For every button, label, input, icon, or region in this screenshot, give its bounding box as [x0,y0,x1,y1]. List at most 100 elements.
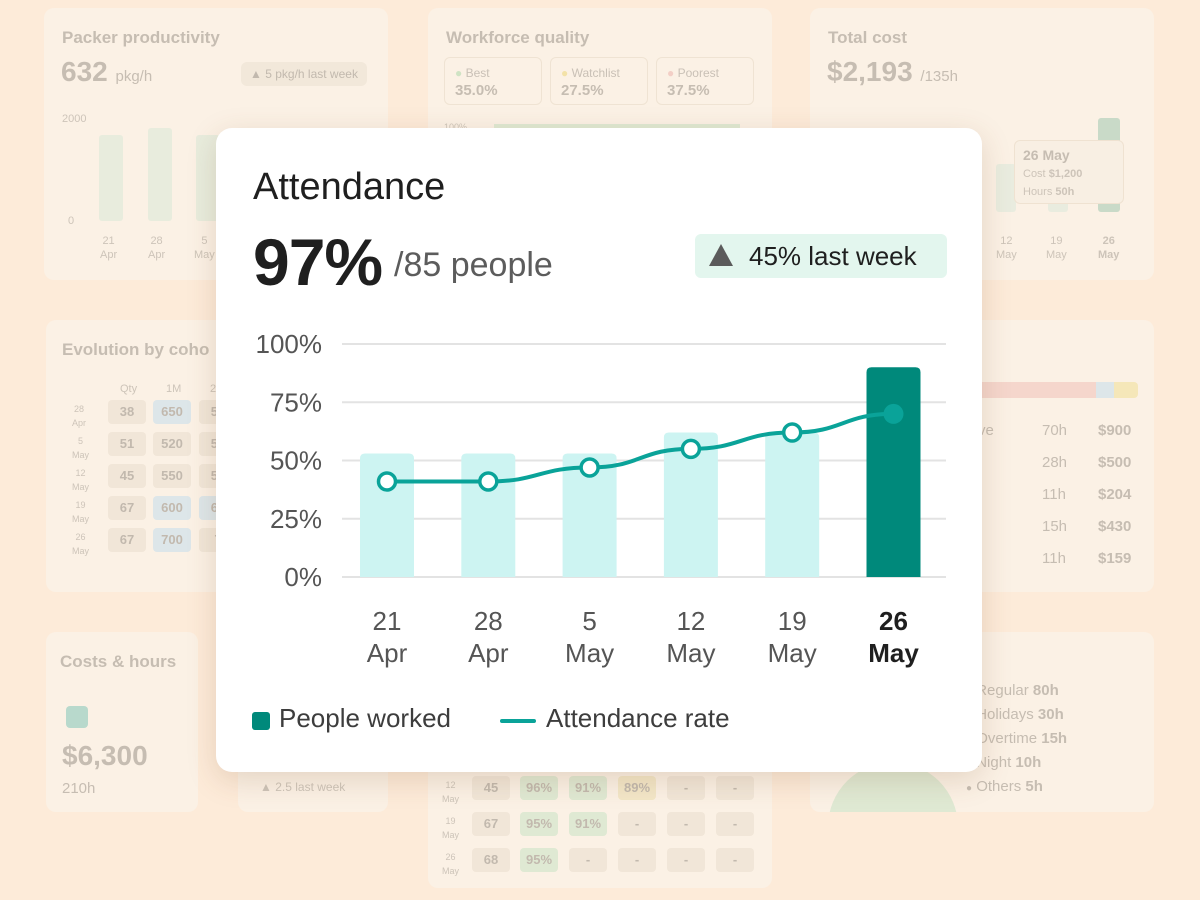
packer-badge: ▲ 5 pkg/h last week [241,62,367,86]
retention-qty-cell: 67 [472,812,510,836]
bar [866,367,921,577]
retention-table-card[interactable]: 12 May 45 96% 91% 89% - -19 May 67 95% 91% - - -26 Ma… [428,760,772,888]
retention-cell: - [667,776,705,800]
breakdown-hours: 11h [1042,550,1066,567]
x-tick-label: 26 [879,606,908,636]
breakdown-cost: $430 [1098,518,1132,535]
x-tick: 28 Apr [148,235,166,261]
attendance-chart: 100%75%50%25%0%21Apr28Apr5May12May19May2… [256,329,946,668]
retention-cell: 89% [618,776,656,800]
row-date: 19 May [442,816,460,840]
retention-badge: ▲ 2.5 last week [260,780,346,794]
trend-badge: 45% last week [695,234,947,278]
cohort-qty-cell: 51 [108,432,146,456]
hours-split-item: ● Others 5h [966,778,1043,795]
retention-cell: - [569,848,607,872]
bar [360,453,414,577]
hours-split-item: ● Overtime 15h [966,730,1068,747]
breakdown-hours: 70h [1042,422,1068,439]
x-tick-label: May [868,638,919,668]
total-cost-card[interactable]: Total cost $2,193 /135h 26 May Cost $1,2… [810,8,1154,280]
attendance-modal[interactable]: Attendance 97% /85 people 45% last week … [216,128,982,772]
y-tick-label: 0% [284,562,322,592]
col-header: Qty [120,383,138,395]
bar [663,432,718,577]
col-header: 1M [166,383,182,395]
retention-cell: 96% [520,776,558,800]
costs-hours-card[interactable]: Costs & hours $6,300 210h [46,632,198,812]
x-tick: 19 May [1046,235,1067,261]
row-date: 12 May [442,780,460,804]
line-point [376,471,398,492]
cohort-qty-cell: 67 [108,496,146,520]
line-point [579,457,600,478]
line-point [680,438,702,460]
attendance-value: 97% [253,225,383,299]
x-tick-label: 5 [582,606,596,636]
packer-value: 632 pkg/h [61,56,153,87]
line-point [883,403,904,424]
costs-hours: 210h [62,780,96,797]
bar [461,453,516,577]
cohort-cell: 700 [153,528,191,552]
attendance-line [385,411,896,484]
legend-people-worked[interactable]: People worked [279,703,451,733]
x-tick-label: May [768,638,817,668]
retention-qty-cell: 68 [472,848,510,872]
line-point [478,471,499,492]
breakdown-cost: $204 [1098,486,1132,503]
wallet-icon [66,706,88,728]
legend-attendance-rate[interactable]: Attendance rate [546,703,730,733]
workforce-quality-card[interactable]: Workforce quality ● Best 35.0% ● Watchli… [428,8,772,138]
retention-cell: - [618,812,656,836]
x-tick-label: May [565,638,614,668]
bar [562,453,617,577]
x-tick-label: May [666,638,715,668]
axis-label: 100% [444,122,468,132]
retention-qty-cell: 45 [472,776,510,800]
x-tick: 21 Apr [100,235,118,261]
card-title: Evolution by coho [62,340,210,359]
x-tick-label: 12 [676,606,705,636]
breakdown-hours: 15h [1042,518,1068,535]
x-tick: 12 May [996,235,1017,261]
row-date: 19 May [72,500,90,524]
retention-cell: - [716,776,754,800]
card-title: Packer productivity [62,28,220,47]
y-tick: 0 [68,215,75,227]
breakdown-hours: 11h [1042,486,1066,503]
attendance-title: Attendance [253,166,446,208]
retention-cell: 91% [569,776,607,800]
trend-badge-text: 45% last week [749,241,917,271]
breakdown-hours: 28h [1042,454,1068,471]
triangle-up-icon [709,244,733,266]
cohort-cell: 550 [153,464,191,488]
row-date: 26 May [442,852,460,876]
line-point [781,422,803,443]
attendance-unit: /85 people [394,246,553,284]
y-tick-label: 75% [270,387,322,417]
row-date: 5 May [72,436,90,460]
breakdown-cost: $900 [1098,422,1132,439]
x-tick-label: 21 [373,606,402,636]
retention-cell: 95% [520,848,558,872]
y-tick-label: 50% [270,446,322,476]
cohort-cell: 520 [153,432,191,456]
total-cost-value: $2,193 /135h [827,56,958,87]
retention-cell: - [716,812,754,836]
retention-cell: 91% [569,812,607,836]
legend-swatch-line [500,719,536,723]
cohort-cell: 600 [153,496,191,520]
x-tick-label: 19 [778,606,807,636]
x-tick-label: 28 [474,606,503,636]
y-tick-label: 25% [270,504,322,534]
y-tick-label: 100% [256,329,323,359]
x-tick-label: Apr [468,638,509,668]
breakdown-cost: $159 [1098,550,1132,567]
retention-cell: - [716,848,754,872]
hours-split-item: ● Regular 80h [966,682,1059,699]
card-title: Workforce quality [446,28,590,47]
card-title: Total cost [828,28,908,47]
col-header: 2 [210,383,217,395]
x-tick-label: Apr [367,638,408,668]
